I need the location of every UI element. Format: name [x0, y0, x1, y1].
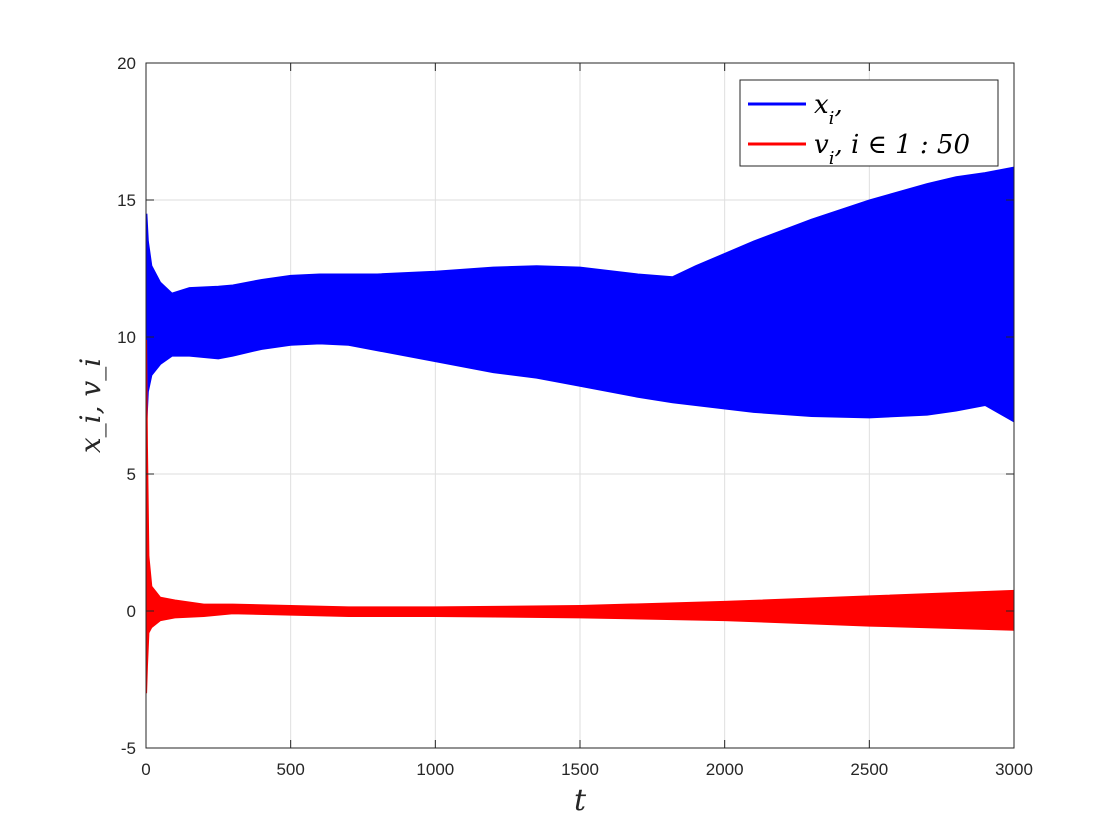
y-tick-label: 5	[127, 465, 136, 484]
tick-labels: 0 500 1000 1500 2000 2500 3000 -5 0 5 10 15 20	[117, 54, 1033, 779]
legend: xi,vi, i ∈ 1 : 50	[739, 79, 999, 169]
y-axis-label: x_i, v_i	[74, 358, 107, 453]
y-tick-label: 20	[117, 54, 136, 73]
axis-ticks	[145, 62, 1015, 749]
x-tick-label: 0	[141, 760, 150, 779]
y-tick-label: 10	[117, 328, 136, 347]
legend-label: xi,	[814, 90, 843, 129]
legend-box	[739, 79, 999, 167]
x-tick-label: 1000	[416, 760, 454, 779]
x-axis-label: t	[574, 783, 587, 818]
y-tick-label: 0	[127, 602, 136, 621]
x-tick-label: 500	[276, 760, 304, 779]
x-tick-label: 1500	[561, 760, 599, 779]
x-tick-label: 2000	[706, 760, 744, 779]
x-tick-label: 2500	[850, 760, 888, 779]
x-tick-label: 3000	[995, 760, 1033, 779]
legend-label: vi, i ∈ 1 : 50	[814, 130, 970, 169]
y-tick-label: 15	[117, 191, 136, 210]
y-tick-label: -5	[121, 739, 136, 758]
